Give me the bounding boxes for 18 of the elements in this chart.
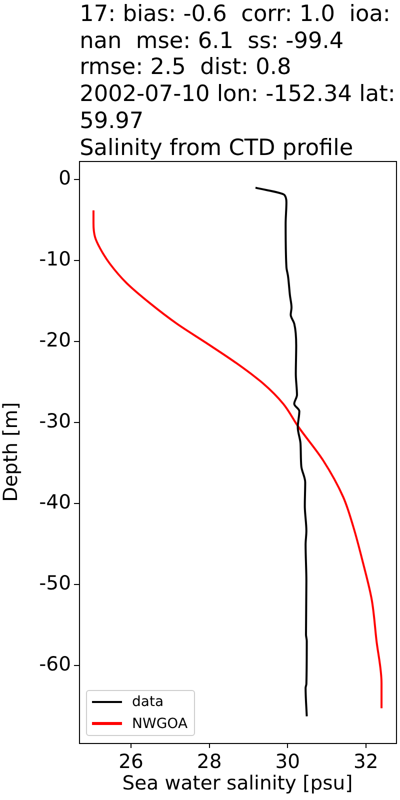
y-tick-label: 0 [58,166,71,190]
y-tick-label: -50 [39,571,71,594]
x-tick-label: 28 [196,750,222,773]
x-tick-label: 32 [353,750,378,773]
y-tick-label: -10 [39,248,71,271]
y-tick-label: -30 [39,410,71,433]
chart-title: 17: bias: -0.6 corr: 1.0 ioa: nan mse: 6.1 ss: -99.4 rmse: 2.5 dist: 0.8 2002-07-10 lon: -152.34 lat: 59.97 Salinity from CTD profile [80,1,396,162]
x-axis-title: Sea water salinity [psu] [122,771,353,794]
line-series [254,186,308,718]
legend-label: data [132,694,164,710]
y-tick-label: -20 [39,328,71,352]
legend-label: NWGOA [132,716,188,732]
y-axis-title: Depth [m] [0,402,22,502]
x-tick-label: 26 [118,750,144,773]
y-tick-label: -60 [39,652,71,676]
line-series [92,209,383,710]
x-tick-label: 30 [275,750,300,773]
y-tick-label: -40 [39,490,71,514]
